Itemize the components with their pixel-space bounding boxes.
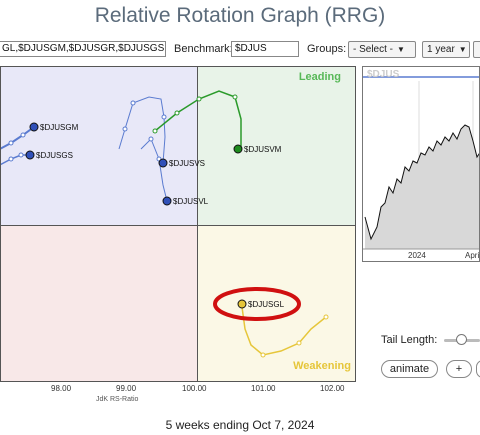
tail-point	[323, 314, 329, 320]
point-djusgm[interactable]	[29, 122, 39, 132]
label-djusgl: $DJUSGL	[248, 300, 285, 309]
highlight-ellipse	[213, 287, 301, 321]
symbols-input[interactable]: GL,$DJUSGM,$DJUSGR,$DJUSGS	[0, 41, 166, 57]
label-djusgm: $DJUSGM	[40, 123, 79, 132]
x-tick-100: 100.00	[182, 384, 207, 393]
period-select-value: 1 year	[427, 44, 455, 55]
point-djusvm[interactable]	[233, 144, 243, 154]
leading-label: Leading	[298, 71, 341, 83]
tail-point	[174, 110, 180, 116]
point-djusgs[interactable]	[25, 150, 35, 160]
tail-length-label: Tail Length:	[381, 334, 438, 346]
tail-point	[8, 156, 14, 162]
more-button[interactable]	[473, 41, 480, 58]
quadrant-weakening	[197, 225, 355, 381]
label-djusvl: $DJUSVL	[173, 197, 209, 206]
tail-point	[20, 132, 26, 138]
benchmark-chart-title: $DJUS	[367, 69, 400, 80]
tail-point	[196, 96, 202, 102]
benchmark-price-chart	[363, 76, 479, 250]
benchmark-label: Benchmark:	[174, 43, 233, 55]
label-djusvm: $DJUSVM	[244, 145, 282, 154]
page-title: Relative Rotation Graph (RRG)	[94, 4, 386, 27]
tail-djusgm	[1, 126, 35, 150]
tail-point	[232, 94, 238, 100]
tail-point	[122, 126, 128, 132]
tail-djusgl	[241, 306, 327, 356]
groups-select[interactable]: - Select - ▼	[348, 41, 416, 58]
horizontal-axis-line	[1, 225, 355, 226]
more-controls-button[interactable]	[476, 360, 480, 378]
vertical-axis-line	[197, 67, 198, 381]
tail-point	[152, 128, 158, 134]
tail-point	[296, 340, 302, 346]
tail-djusgs	[1, 154, 30, 166]
benchmark-chart: $DJUS 2024 April	[362, 66, 480, 262]
x-tick-101: 101.00	[251, 384, 276, 393]
x-tick-99: 99.00	[116, 384, 137, 393]
label-djusgs: $DJUSGS	[36, 151, 73, 160]
point-djusvl[interactable]	[162, 196, 172, 206]
point-djusgl[interactable]	[237, 299, 247, 309]
slider-handle[interactable]	[456, 334, 467, 345]
mini-x-label-april: April	[465, 251, 480, 260]
mini-x-label-2024: 2024	[408, 251, 426, 260]
tail-point	[8, 140, 14, 146]
quadrant-lagging	[1, 225, 197, 381]
price-line	[364, 124, 479, 241]
price-area	[365, 125, 479, 249]
weakening-label: Weakening	[293, 360, 351, 372]
label-djusvs: $DJUSVS	[169, 159, 205, 168]
toolbar: GL,$DJUSGM,$DJUSGR,$DJUSGS Benchmark: $D…	[0, 40, 480, 60]
period-select[interactable]: 1 year ▼	[422, 41, 470, 58]
point-djusvs[interactable]	[158, 158, 168, 168]
groups-label: Groups:	[307, 43, 347, 55]
tail-djusvs	[118, 96, 166, 164]
groups-select-value: - Select -	[353, 44, 394, 55]
tail-point	[130, 100, 136, 106]
tail-point	[161, 114, 167, 120]
rrg-chart: Leading Weakening	[0, 66, 356, 382]
tail-djusvl	[140, 138, 168, 202]
x-tick-98: 98.00	[51, 384, 72, 393]
chevron-down-icon: ▼	[458, 45, 467, 54]
x-tick-102: 102.00	[320, 384, 345, 393]
tail-point	[18, 152, 24, 158]
chevron-down-icon: ▼	[397, 45, 405, 54]
benchmark-input[interactable]: $DJUS	[231, 41, 299, 57]
plus-button[interactable]: +	[446, 360, 472, 378]
animate-button[interactable]: animate	[381, 360, 438, 378]
rrg-tails: $DJUSGM $DJUSGS $DJUSVS $DJUSVL $DJUSVM …	[1, 90, 329, 358]
tail-length-slider[interactable]	[444, 333, 480, 347]
x-axis-title: JdK RS-Ratio	[96, 396, 139, 403]
tail-point	[260, 352, 266, 358]
tail-point	[148, 136, 154, 142]
footer-period: 5 weeks ending Oct 7, 2024	[165, 418, 315, 432]
